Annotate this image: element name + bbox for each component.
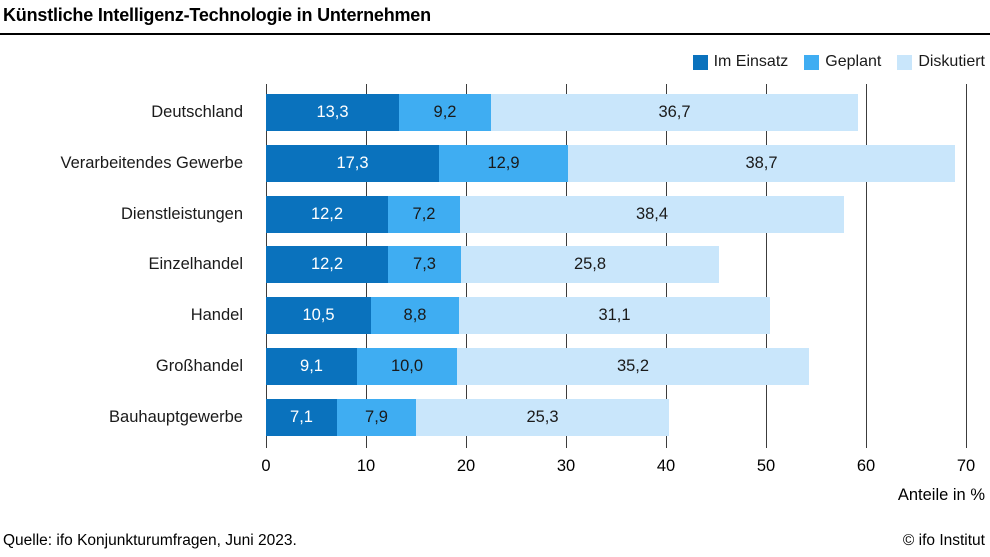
bar-value-label: 36,7: [658, 103, 691, 121]
category-label: Deutschland: [151, 103, 243, 121]
bar-segment-im-einsatz: 12,2: [266, 246, 388, 284]
bar-segment-diskutiert: 31,1: [459, 297, 770, 334]
bar-value-label: 10,5: [302, 306, 335, 324]
x-tick-label: 40: [656, 457, 676, 475]
bar-value-label: 8,8: [403, 306, 427, 324]
legend-label: Geplant: [825, 53, 882, 70]
bar-segment-diskutiert: 25,8: [461, 246, 719, 284]
bar-value-label: 25,3: [526, 407, 559, 426]
bar-segment-diskutiert: 38,4: [460, 195, 844, 233]
bar-value-label: 38,4: [635, 204, 669, 223]
legend-swatch-icon: [804, 54, 820, 70]
bar-value-label: 31,1: [598, 306, 631, 324]
bar-segment-geplant: 9,2: [399, 94, 491, 131]
legend-item-1: Geplant: [804, 53, 881, 71]
bar-value-label: 9,2: [433, 103, 457, 121]
x-tick-label: 10: [356, 457, 376, 475]
category-label: Verarbeitendes Gewerbe: [60, 153, 243, 172]
bar-value-label: 13,3: [316, 103, 349, 121]
bar-segment-diskutiert: 35,2: [457, 347, 809, 385]
legend-item-0: Im Einsatz: [692, 53, 789, 71]
bar-segment-geplant: 7,9: [337, 398, 416, 436]
gridline-60: [866, 84, 867, 448]
gridline-70: [966, 84, 967, 448]
bar-row: 7,1 7,9 25,3: [266, 398, 669, 436]
bar-row: 17,3 12,9 38,7: [266, 144, 955, 182]
category-labels: Deutschland Verarbeitendes Gewerbe Dienstl…: [0, 84, 254, 448]
gridline-50: [766, 84, 767, 448]
bar-value-label: 7,9: [365, 407, 388, 426]
bar-segment-geplant: 10,0: [357, 347, 457, 385]
chart-title: Künstliche Intelligenz-Technologie in Un…: [3, 5, 431, 25]
x-tick-label: 50: [756, 457, 776, 475]
bar-segment-geplant: 7,2: [388, 195, 460, 233]
x-axis-tick-labels: 0 10 20 30 40 50 60 70: [261, 457, 976, 479]
bar-row: 10,5 8,8 31,1: [266, 297, 770, 334]
x-tick-label: 20: [456, 457, 476, 475]
bar-row: 12,2 7,2 38,4: [266, 195, 844, 233]
legend-label: Im Einsatz: [713, 53, 789, 70]
bar-value-label: 25,8: [573, 255, 607, 274]
legend-label: Diskutiert: [918, 53, 985, 70]
bar-segment-im-einsatz: 13,3: [266, 94, 399, 131]
category-label: Handel: [190, 306, 243, 324]
x-tick-label: 0: [261, 457, 271, 475]
legend-item-2: Diskutiert: [897, 53, 985, 71]
bar-value-label: 12,2: [310, 204, 344, 223]
category-label: Bauhauptgewerbe: [109, 407, 243, 426]
bar-value-label: 38,7: [745, 153, 778, 172]
bar-segment-diskutiert: 38,7: [568, 144, 955, 182]
bar-segment-geplant: 12,9: [439, 144, 568, 182]
category-label: Dienstleistungen: [121, 204, 243, 223]
category-label: Großhandel: [155, 356, 243, 375]
bar-value-label: 7,1: [290, 407, 313, 426]
bar-segment-geplant: 7,3: [388, 246, 461, 284]
bar-value-label: 12,2: [310, 255, 344, 274]
bar-row: 12,2 7,3 25,8: [266, 246, 719, 284]
copyright-note: © ifo Institut: [902, 532, 985, 549]
bar-value-label: 10,0: [390, 356, 424, 375]
bar-segment-diskutiert: 25,3: [416, 398, 669, 436]
bar-row: 13,3 9,2 36,7: [266, 94, 858, 131]
bar-segment-im-einsatz: 7,1: [266, 398, 337, 436]
bar-segment-im-einsatz: 10,5: [266, 297, 371, 334]
x-tick-label: 70: [956, 457, 976, 475]
bar-value-label: 9,1: [300, 356, 323, 375]
bar-value-label: 7,3: [413, 255, 436, 274]
x-axis-label: Anteile in %: [897, 486, 985, 504]
bar-segment-diskutiert: 36,7: [491, 94, 858, 131]
legend-swatch-icon: [692, 54, 708, 70]
legend: Im Einsatz Geplant Diskutiert: [692, 53, 985, 71]
x-tick-label: 30: [556, 457, 576, 475]
bar-segment-geplant: 8,8: [371, 297, 459, 334]
x-tick-label: 60: [856, 457, 876, 475]
bar-row: 9,1 10,0 35,2: [266, 347, 809, 385]
bar-segment-im-einsatz: 9,1: [266, 347, 357, 385]
plot-area: 13,3 9,2 36,7 17,3 12,9 38,7 12,2 7,2 38,4 12,2 7,…: [266, 84, 976, 448]
bar-value-label: 7,2: [412, 204, 436, 223]
bar-value-label: 35,2: [616, 356, 650, 375]
bar-segment-im-einsatz: 17,3: [266, 144, 439, 182]
bar-value-label: 17,3: [336, 153, 369, 172]
category-label: Einzelhandel: [148, 255, 244, 274]
title-divider: [0, 33, 990, 35]
source-note: Quelle: ifo Konjunkturumfragen, Juni 202…: [3, 532, 297, 549]
bar-value-label: 12,9: [487, 153, 520, 172]
bar-segment-im-einsatz: 12,2: [266, 195, 388, 233]
legend-swatch-icon: [897, 54, 913, 70]
